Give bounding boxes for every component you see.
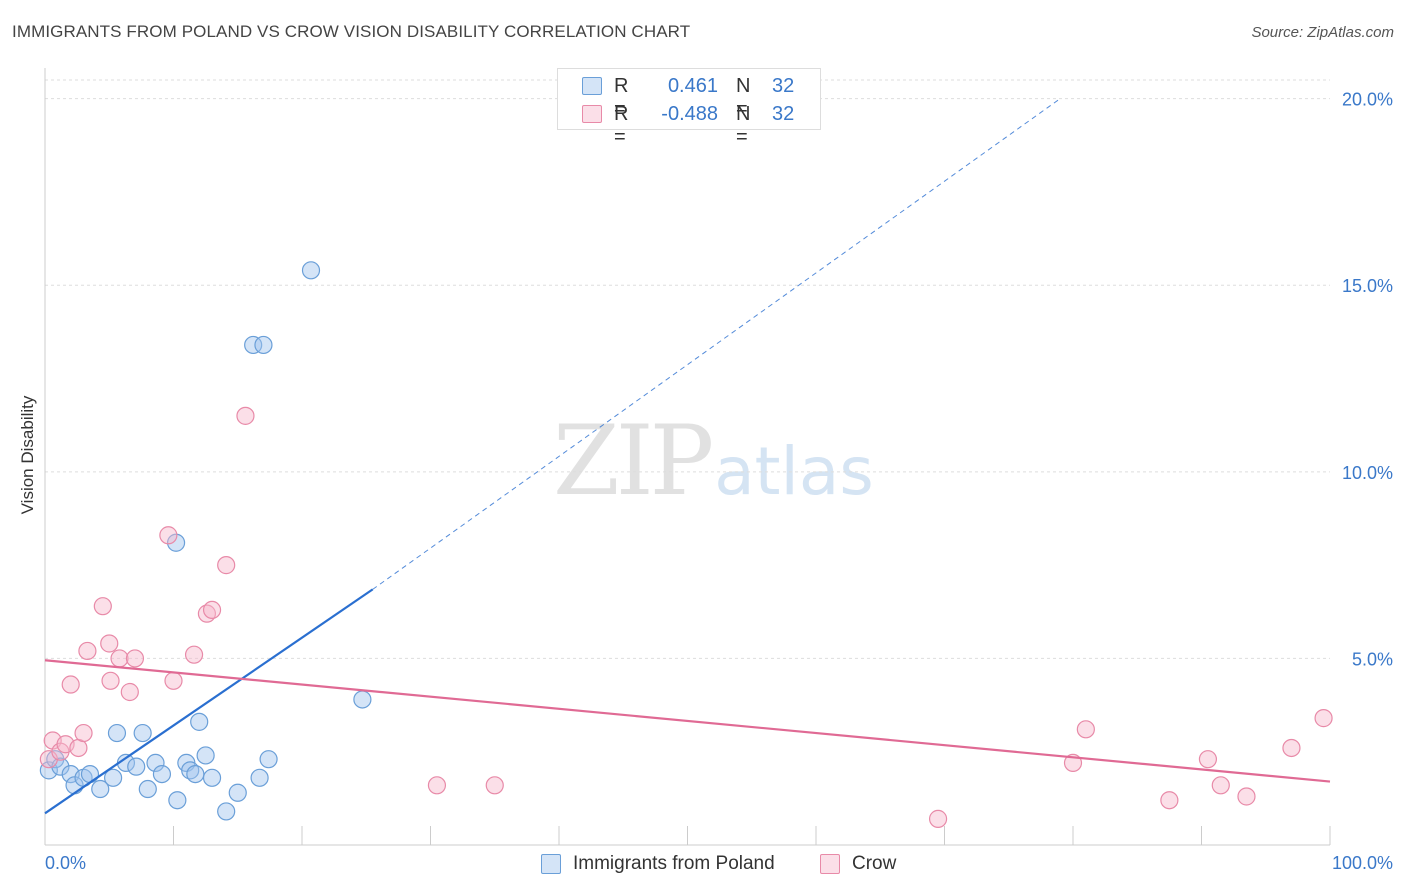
point-poland xyxy=(91,779,110,799)
y-tick-label: 20.0% xyxy=(1342,90,1393,110)
point-crow xyxy=(159,526,178,545)
point-crow xyxy=(485,776,504,795)
n-value: 32 xyxy=(772,103,795,125)
legend-swatch-crow xyxy=(582,105,602,123)
point-crow xyxy=(1282,738,1301,758)
point-crow xyxy=(1314,709,1333,728)
source-label: Source: ZipAtlas.com xyxy=(1251,24,1394,41)
y-tick-label: 15.0% xyxy=(1342,276,1393,296)
legend-label-crow: Crow xyxy=(852,853,897,874)
point-poland xyxy=(107,723,127,743)
point-poland xyxy=(254,335,273,355)
legend-swatch-crow xyxy=(820,854,840,874)
point-crow xyxy=(1237,787,1256,806)
legend-swatch-poland xyxy=(582,77,602,95)
point-crow xyxy=(1160,791,1179,810)
point-crow xyxy=(110,649,129,668)
point-poland xyxy=(127,757,146,776)
n-label: N = xyxy=(736,75,751,120)
point-poland xyxy=(244,335,263,355)
point-poland xyxy=(196,746,215,765)
point-crow xyxy=(928,809,948,828)
y-tick-label: 5.0% xyxy=(1352,649,1393,669)
point-poland xyxy=(353,690,372,709)
chart-title: IMMIGRANTS FROM POLAND VS CROW VISION DI… xyxy=(12,22,691,41)
point-poland xyxy=(250,768,269,787)
point-crow xyxy=(236,406,255,425)
point-crow xyxy=(100,634,119,653)
point-poland xyxy=(138,779,157,799)
x-tick-label-max: 100.0% xyxy=(1332,853,1393,873)
point-poland xyxy=(152,764,172,784)
point-poland xyxy=(301,261,321,280)
point-crow xyxy=(202,600,222,620)
point-crow xyxy=(427,776,447,795)
point-crow xyxy=(164,671,183,690)
point-crow xyxy=(61,675,80,694)
r-label: R = xyxy=(614,75,629,120)
point-poland xyxy=(217,802,236,821)
point-crow xyxy=(1211,776,1230,795)
legend-swatch-poland xyxy=(541,854,561,874)
x-tick-label-min: 0.0% xyxy=(45,853,86,873)
trendline-crow xyxy=(44,659,1331,783)
legend-item-crow: Crow xyxy=(820,852,896,876)
point-crow xyxy=(93,597,112,616)
point-crow xyxy=(1076,720,1095,739)
point-crow xyxy=(120,682,139,702)
point-crow xyxy=(74,723,93,743)
r-value: -0.488 xyxy=(661,103,718,125)
point-poland xyxy=(259,750,278,769)
legend-label-poland: Immigrants from Poland xyxy=(573,853,775,874)
point-poland xyxy=(104,768,123,787)
point-poland xyxy=(133,723,152,743)
point-crow xyxy=(78,641,97,661)
r-value: 0.461 xyxy=(667,75,718,97)
point-poland xyxy=(168,791,187,810)
point-crow xyxy=(217,556,236,575)
point-crow xyxy=(184,645,204,664)
y-tick-label: 10.0% xyxy=(1342,463,1393,483)
point-poland xyxy=(190,712,209,731)
point-poland xyxy=(202,768,222,787)
legend-item-poland: Immigrants from Poland xyxy=(541,852,775,876)
point-crow xyxy=(1198,750,1218,769)
point-crow xyxy=(101,671,120,690)
trendline-extension-poland xyxy=(372,98,1061,590)
point-crow xyxy=(125,649,145,668)
point-poland xyxy=(80,764,100,784)
correlation-legend: R = 0.461 N = 32 R = -0.488 N = 32 xyxy=(557,68,821,148)
point-poland xyxy=(166,533,186,552)
point-poland xyxy=(228,783,247,802)
trendline-poland xyxy=(44,588,374,815)
point-poland xyxy=(146,753,165,773)
y-axis-label: Vision Disability xyxy=(18,395,37,515)
n-value: 32 xyxy=(772,75,795,97)
point-poland xyxy=(186,764,205,784)
r-label: R = xyxy=(614,103,629,148)
n-label: N = xyxy=(736,103,751,148)
